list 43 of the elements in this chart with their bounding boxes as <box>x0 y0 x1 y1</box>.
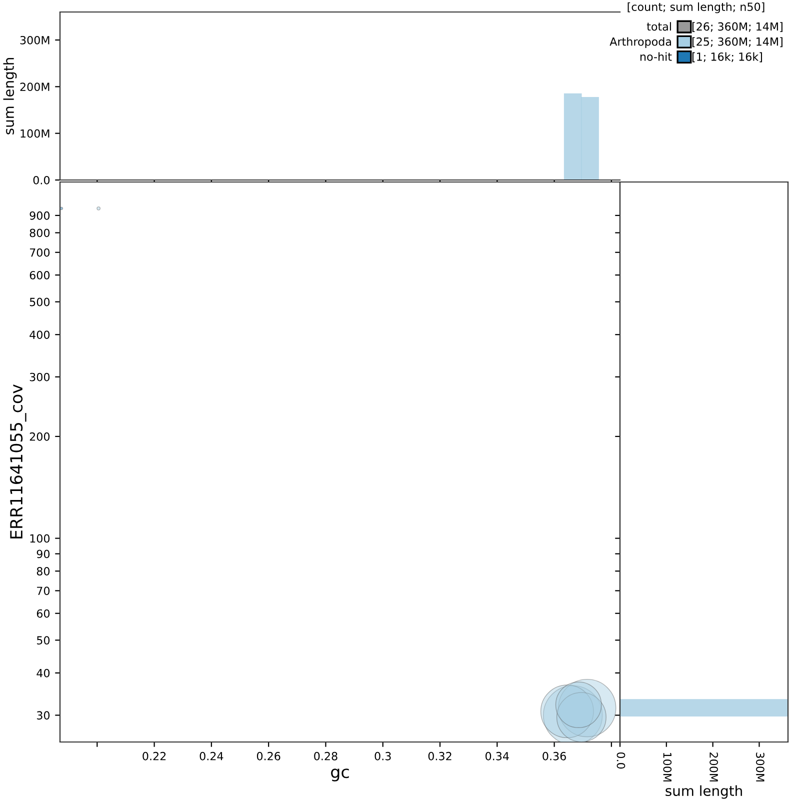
y-tick-label: 900 <box>30 211 50 220</box>
x-tick-label: 0.22 <box>142 752 166 760</box>
y-axis-title: ERR11641055_cov <box>10 384 26 538</box>
x-tick-label: 0.3 <box>374 752 391 760</box>
x-tick-label: 0.36 <box>542 752 566 760</box>
y-tick-label: 60 <box>36 609 50 618</box>
y-tick-label: 40 <box>36 668 50 678</box>
y-tick-label: 600 <box>30 270 50 280</box>
y-tick-label: 800 <box>30 228 50 238</box>
y-tick-label: 30 <box>36 711 50 720</box>
x-tick-label: 0.28 <box>314 752 338 760</box>
x-tick-label: 0.32 <box>428 752 452 760</box>
y-tick-label: 80 <box>36 567 50 576</box>
legend-label: total <box>646 22 671 31</box>
x-tick-label: 0.0 <box>616 752 626 769</box>
legend-label: Arthropoda <box>610 37 671 48</box>
x-tick-label: 300M <box>756 752 764 782</box>
text: [25; 360M; 14M] <box>692 37 782 48</box>
y-tick-label: 0.0 <box>33 176 50 184</box>
y-tick-label: 700 <box>30 248 50 257</box>
x-tick-label: 100M <box>663 752 672 782</box>
y-tick-label: 90 <box>36 550 50 558</box>
x-tick-label: 0.24 <box>200 752 224 760</box>
y-tick-label: 100 <box>30 534 50 543</box>
text: [1; 16k; 16k] <box>692 52 762 62</box>
y-tick-label: 500 <box>30 298 50 306</box>
y-tick-label: 100M <box>20 129 50 138</box>
y-tick-label: 400 <box>30 330 50 339</box>
y-axis-title: sum length <box>3 58 17 134</box>
y-tick-label: 300M <box>20 36 50 44</box>
x-tick-label: 200M <box>710 752 718 782</box>
y-tick-label: 50 <box>36 636 50 645</box>
x-tick-label: 0.26 <box>256 752 280 760</box>
y-tick-label: 300 <box>30 372 50 382</box>
y-tick-label: 200M <box>20 82 50 92</box>
legend-label: no-hit <box>640 52 672 61</box>
text: [26; 360M; 14M] <box>692 22 782 32</box>
x-axis-title: gc <box>331 768 349 782</box>
x-tick-label: 0.34 <box>486 752 509 760</box>
y-tick-label: 70 <box>37 586 50 596</box>
x-axis-title: sum length <box>666 785 742 799</box>
y-tick-label: 200 <box>30 432 50 441</box>
legend-title: [count; sum length; n50] <box>628 2 764 14</box>
